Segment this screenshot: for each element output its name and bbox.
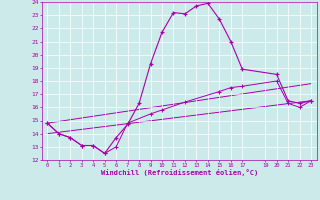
X-axis label: Windchill (Refroidissement éolien,°C): Windchill (Refroidissement éolien,°C) — [100, 169, 258, 176]
